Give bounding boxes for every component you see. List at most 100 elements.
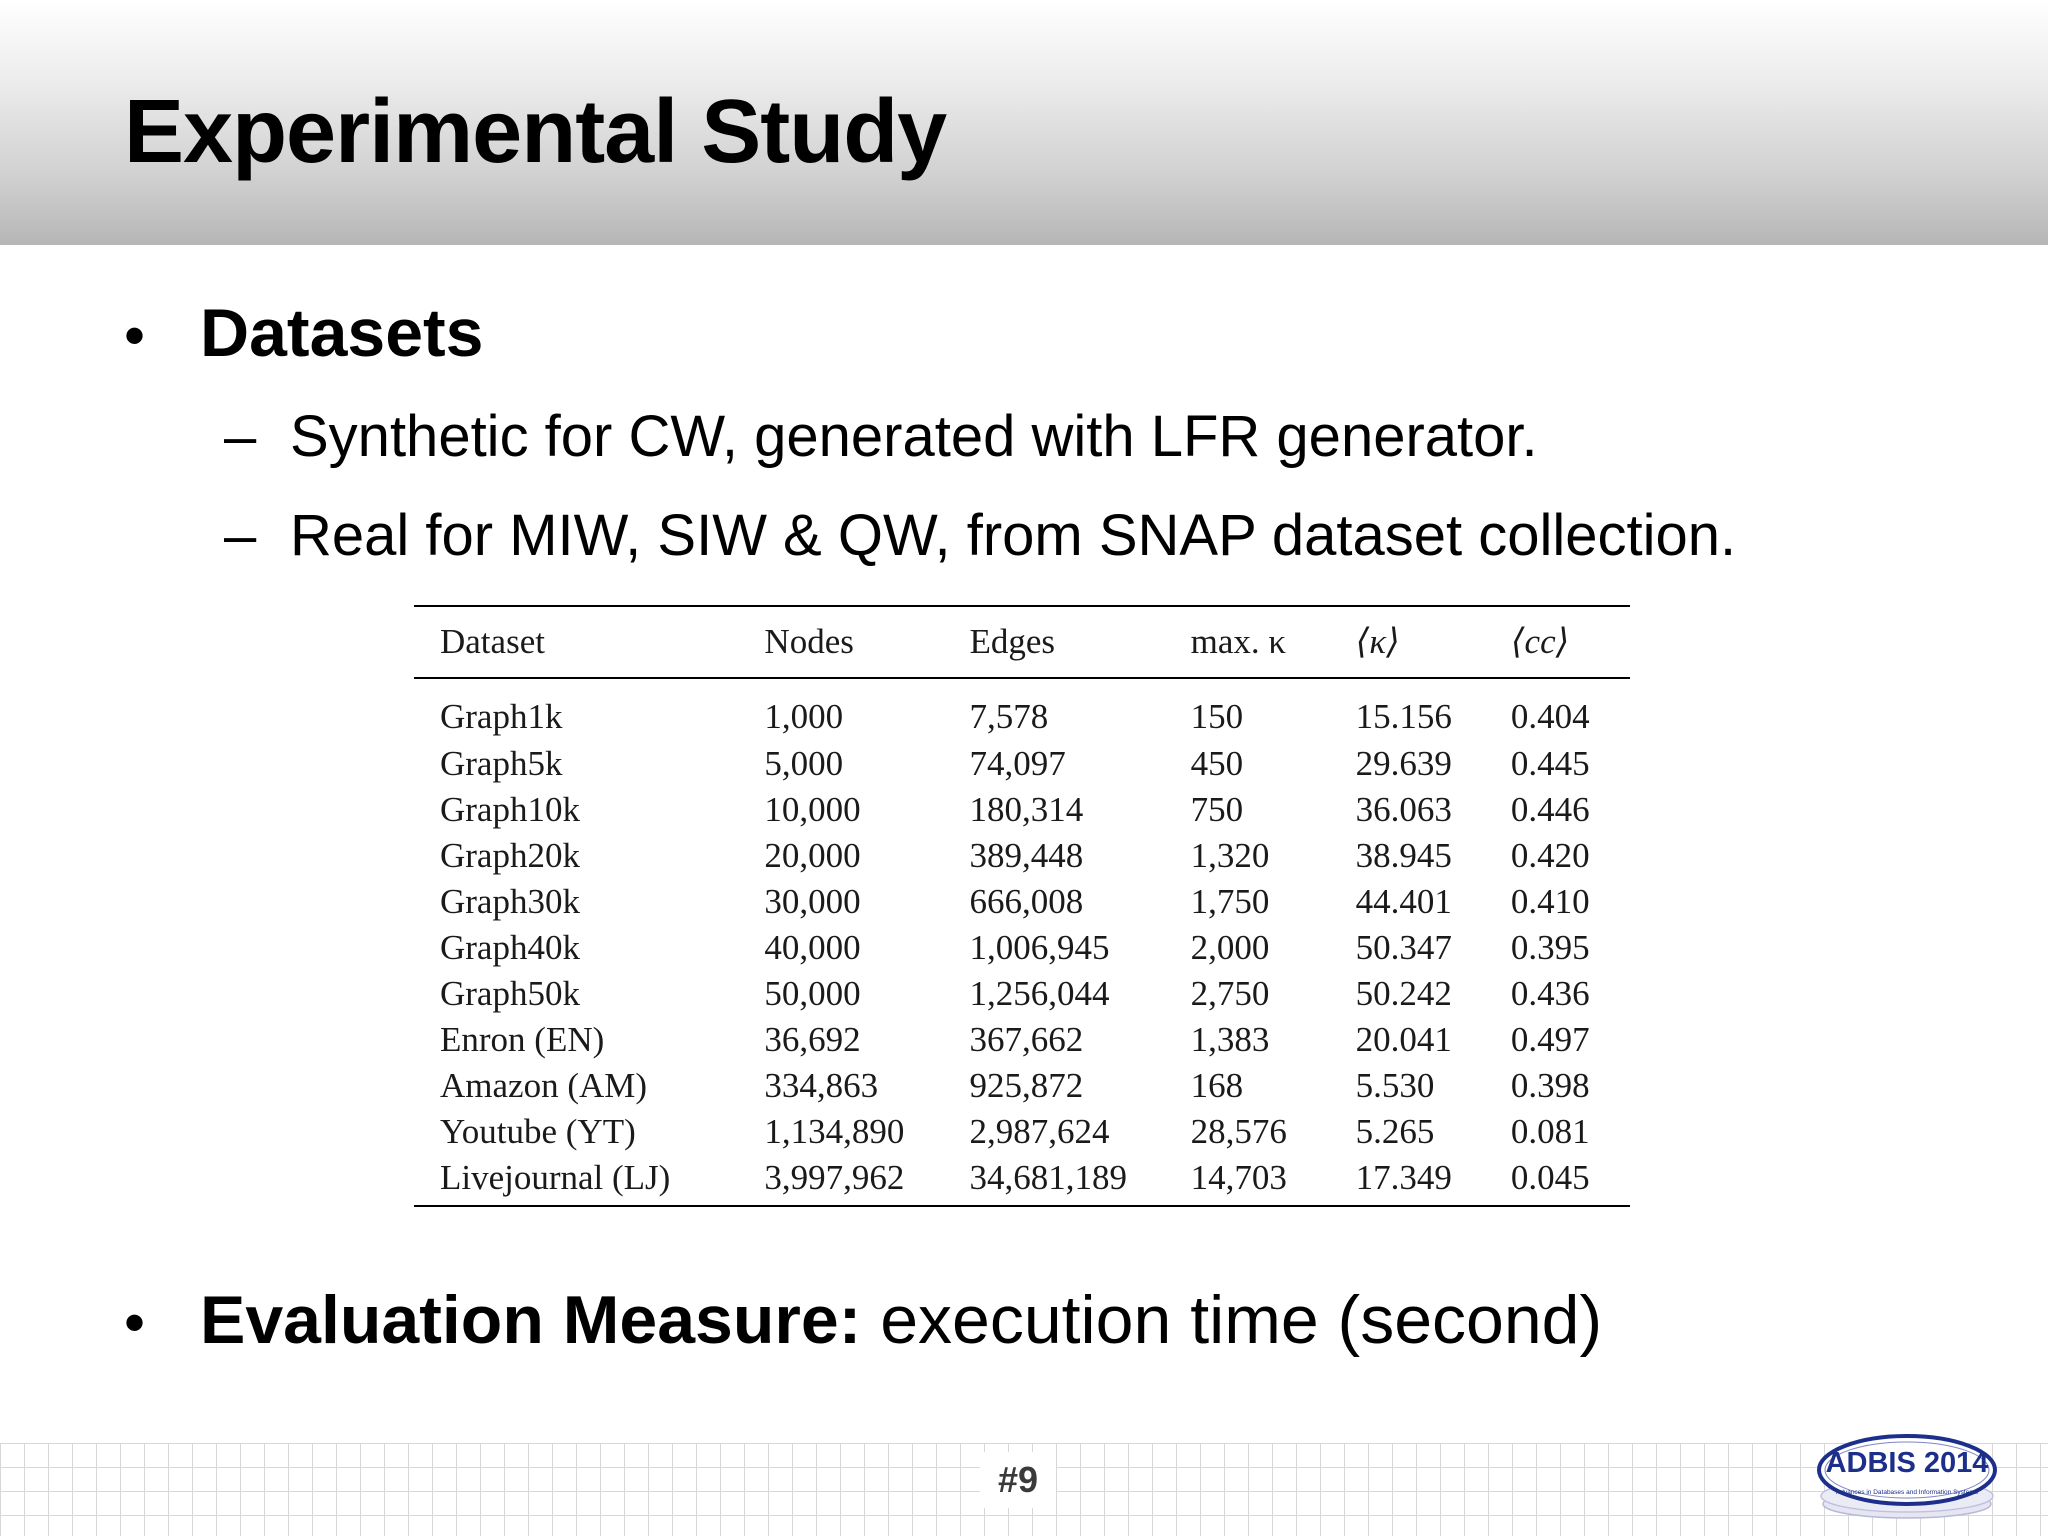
cell-avg-cc: 0.404 <box>1510 697 1590 736</box>
cell-nodes: 5,000 <box>764 744 844 783</box>
cell-avg-kappa: 5.530 <box>1355 1066 1435 1105</box>
table-body: Graph1k 1,000 7,578 150 15.156 0.404 Graph5k 5,… <box>414 678 1630 1207</box>
cell-max-kappa: 450 <box>1190 744 1244 783</box>
cell-max-kappa: 2,750 <box>1190 974 1270 1013</box>
cell-max-kappa: 2,000 <box>1190 928 1270 967</box>
sub-bullet-real: – Real for MIW, SIW & QW, from SNAP datas… <box>224 496 1736 576</box>
cell-max-kappa: 750 <box>1190 790 1244 829</box>
cell-avg-cc: 0.045 <box>1484 1155 1630 1207</box>
cell-dataset: Youtube (YT) <box>440 1112 636 1151</box>
cell-nodes: 3,997,962 <box>738 1155 944 1207</box>
bullet-icon: • <box>124 1289 146 1356</box>
table-row: Livejournal (LJ) 3,997,962 34,681,189 14,70… <box>414 1155 1630 1207</box>
cell-dataset: Livejournal (LJ) <box>414 1155 739 1207</box>
dash-icon: – <box>224 404 257 469</box>
cell-avg-cc: 0.420 <box>1510 836 1590 875</box>
table-row: Amazon (AM) 334,863 925,872 168 5.530 0.398 <box>414 1063 1630 1109</box>
cell-nodes: 50,000 <box>764 974 861 1013</box>
table-row: Graph5k 5,000 74,097 450 29.639 0.445 <box>414 741 1630 787</box>
evaluation-text: execution time (second) <box>861 1282 1603 1358</box>
logo-subtitle: Advances in Databases and Information Sy… <box>1836 1489 1979 1496</box>
cell-avg-cc: 0.081 <box>1510 1112 1590 1151</box>
cell-max-kappa: 150 <box>1190 697 1244 736</box>
cell-avg-kappa: 29.639 <box>1355 744 1452 783</box>
cell-edges: 1,006,945 <box>969 928 1110 967</box>
header-avg-cc: ⟨cc⟩ <box>1484 605 1630 679</box>
cell-max-kappa: 1,320 <box>1190 836 1270 875</box>
cell-avg-kappa: 15.156 <box>1355 697 1452 736</box>
table-row: Graph40k 40,000 1,006,945 2,000 50.347 0.395 <box>414 925 1630 971</box>
cell-dataset: Graph5k <box>440 744 563 783</box>
bullet-datasets: • Datasets <box>124 288 484 381</box>
bullet-datasets-label: Datasets <box>200 295 484 371</box>
table-row: Graph30k 30,000 666,008 1,750 44.401 0.410 <box>414 879 1630 925</box>
cell-edges: 7,578 <box>969 697 1049 736</box>
cell-avg-kappa: 50.347 <box>1355 928 1452 967</box>
cell-nodes: 334,863 <box>764 1066 879 1105</box>
cell-avg-kappa: 5.265 <box>1355 1112 1435 1151</box>
cell-max-kappa: 1,750 <box>1190 882 1270 921</box>
cell-nodes: 40,000 <box>764 928 861 967</box>
dash-icon: – <box>224 503 257 568</box>
cell-avg-kappa: 50.242 <box>1355 974 1452 1013</box>
cell-edges: 180,314 <box>969 790 1084 829</box>
header-nodes: Nodes <box>738 605 944 679</box>
cell-edges: 666,008 <box>969 882 1084 921</box>
table-row: Graph50k 50,000 1,256,044 2,750 50.242 0.436 <box>414 971 1630 1017</box>
table-row: Graph20k 20,000 389,448 1,320 38.945 0.420 <box>414 833 1630 879</box>
table-row: Enron (EN) 36,692 367,662 1,383 20.041 0.497 <box>414 1017 1630 1063</box>
cell-dataset: Amazon (AM) <box>440 1066 648 1105</box>
cell-avg-kappa: 20.041 <box>1355 1020 1452 1059</box>
cell-dataset: Enron (EN) <box>440 1020 605 1059</box>
datasets-table: Dataset Nodes Edges max. κ ⟨κ⟩ ⟨cc⟩ Grap… <box>414 605 1630 1207</box>
header-max-kappa: max. κ <box>1164 605 1330 679</box>
cell-avg-cc: 0.398 <box>1510 1066 1590 1105</box>
cell-avg-cc: 0.445 <box>1510 744 1590 783</box>
title-bar <box>0 0 2048 245</box>
cell-nodes: 1,134,890 <box>764 1112 905 1151</box>
cell-avg-kappa: 38.945 <box>1355 836 1452 875</box>
cell-edges: 2,987,624 <box>969 1112 1110 1151</box>
logo-text: ADBIS 2014 <box>1825 1447 1989 1479</box>
cell-dataset: Graph50k <box>440 974 580 1013</box>
cell-avg-cc: 0.436 <box>1510 974 1590 1013</box>
cell-max-kappa: 1,383 <box>1190 1020 1270 1059</box>
cell-max-kappa: 168 <box>1190 1066 1244 1105</box>
cell-avg-cc: 0.497 <box>1510 1020 1590 1059</box>
table-row: Graph10k 10,000 180,314 750 36.063 0.446 <box>414 787 1630 833</box>
adbis-logo: Advances in Databases and Information Sy… <box>1817 1434 1997 1519</box>
cell-edges: 367,662 <box>969 1020 1084 1059</box>
cell-dataset: Graph40k <box>440 928 580 967</box>
cell-max-kappa: 14,703 <box>1164 1155 1330 1207</box>
cell-dataset: Graph1k <box>440 697 563 736</box>
cell-dataset: Graph10k <box>440 790 580 829</box>
page-number: #9 <box>980 1452 1056 1508</box>
cell-avg-cc: 0.446 <box>1510 790 1590 829</box>
cell-nodes: 36,692 <box>764 1020 861 1059</box>
cell-nodes: 20,000 <box>764 836 861 875</box>
sub-bullet-text: Synthetic for CW, generated with LFR gen… <box>290 404 1538 469</box>
table-header-row: Dataset Nodes Edges max. κ ⟨κ⟩ ⟨cc⟩ <box>414 605 1630 679</box>
header-dataset: Dataset <box>414 605 739 679</box>
bullet-evaluation: • Evaluation Measure: execution time (sec… <box>124 1275 1602 1368</box>
cell-avg-kappa: 17.349 <box>1329 1155 1485 1207</box>
cell-avg-cc: 0.410 <box>1510 882 1590 921</box>
sub-bullet-text: Real for MIW, SIW & QW, from SNAP datase… <box>290 503 1737 568</box>
cell-dataset: Graph20k <box>440 836 580 875</box>
header-edges: Edges <box>943 605 1165 679</box>
cell-edges: 74,097 <box>969 744 1066 783</box>
cell-nodes: 30,000 <box>764 882 861 921</box>
table-row: Youtube (YT) 1,134,890 2,987,624 28,576 5.26… <box>414 1109 1630 1155</box>
evaluation-label: Evaluation Measure: <box>200 1282 862 1358</box>
cell-avg-cc: 0.395 <box>1510 928 1590 967</box>
cell-nodes: 10,000 <box>764 790 861 829</box>
cell-dataset: Graph30k <box>440 882 580 921</box>
bullet-icon: • <box>124 302 146 369</box>
sub-bullet-synthetic: – Synthetic for CW, generated with LFR ge… <box>224 397 1538 477</box>
cell-nodes: 1,000 <box>764 697 844 736</box>
cell-avg-kappa: 36.063 <box>1355 790 1452 829</box>
cell-max-kappa: 28,576 <box>1190 1112 1287 1151</box>
cell-avg-kappa: 44.401 <box>1355 882 1452 921</box>
table-row: Graph1k 1,000 7,578 150 15.156 0.404 <box>414 678 1630 741</box>
